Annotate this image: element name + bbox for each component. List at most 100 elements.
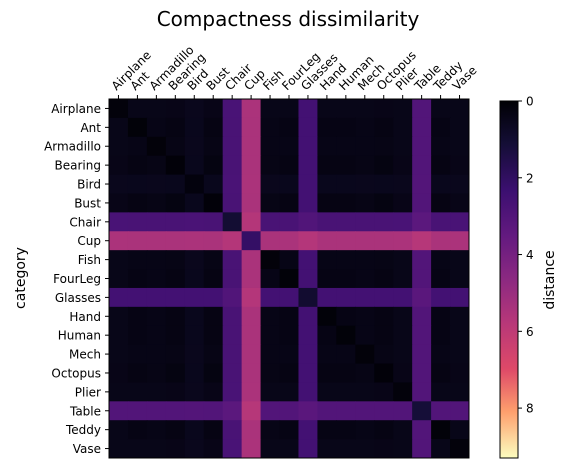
heatmap-cell	[298, 231, 319, 251]
heatmap-cell	[412, 439, 432, 458]
heatmap-cell	[109, 136, 129, 157]
y-tick-label: Chair	[69, 215, 101, 229]
heatmap-cell	[109, 193, 129, 213]
heatmap-cell	[355, 269, 375, 289]
heatmap-cell	[203, 136, 224, 157]
heatmap-cell	[222, 287, 243, 308]
heatmap-cell	[127, 325, 148, 346]
heatmap-cell	[355, 155, 375, 176]
heatmap-cell	[203, 269, 224, 289]
heatmap-cell	[109, 99, 129, 119]
heatmap-cell	[222, 117, 243, 138]
heatmap-cell	[127, 439, 148, 458]
heatmap-cell	[393, 212, 413, 232]
heatmap-cell	[146, 136, 167, 157]
y-tick-label: Table	[69, 404, 101, 418]
heatmap-cell	[184, 382, 205, 402]
heatmap-cell	[146, 325, 167, 346]
heatmap-cell	[412, 212, 432, 232]
heatmap-cell	[279, 325, 300, 346]
heatmap-cell	[393, 287, 413, 308]
heatmap-cell	[279, 99, 300, 119]
heatmap-cell	[298, 344, 319, 365]
heatmap-cell	[412, 363, 432, 384]
heatmap-cell	[393, 174, 413, 195]
heatmap-cell	[241, 306, 262, 327]
heatmap-cell	[298, 401, 319, 421]
heatmap-cell	[260, 193, 281, 213]
heatmap-cell	[203, 99, 224, 119]
heatmap-cell	[450, 231, 469, 251]
heatmap-cell	[431, 99, 451, 119]
heatmap-cell	[393, 117, 413, 138]
heatmap-cell	[127, 193, 148, 213]
heatmap-cell	[146, 231, 167, 251]
heatmap-cell	[317, 117, 337, 138]
heatmap-cell	[317, 382, 337, 402]
heatmap-cell	[184, 439, 205, 458]
heatmap-cell	[450, 269, 469, 289]
heatmap-cell	[184, 155, 205, 176]
heatmap-cell	[355, 99, 375, 119]
y-tick-label: Vase	[73, 442, 101, 456]
heatmap-cell	[146, 363, 167, 384]
heatmap-cell	[222, 250, 243, 270]
y-tick-label: Bird	[77, 178, 101, 192]
heatmap-cell	[165, 287, 186, 308]
heatmap-cell	[203, 420, 224, 440]
heatmap-cell	[241, 117, 262, 138]
heatmap-cell	[412, 117, 432, 138]
chart-title: Compactness dissimilarity	[157, 7, 420, 31]
heatmap-cell	[260, 250, 281, 270]
heatmap-cell	[355, 420, 375, 440]
heatmap-cell	[431, 420, 451, 440]
heatmap-cell	[279, 136, 300, 157]
heatmap-cell	[241, 231, 262, 251]
heatmap-cell	[374, 401, 394, 421]
heatmap-cell	[317, 193, 337, 213]
colorbar	[499, 100, 519, 459]
heatmap-cell	[222, 401, 243, 421]
heatmap-cell	[127, 401, 148, 421]
heatmap-cell	[203, 250, 224, 270]
heatmap-cell	[412, 250, 432, 270]
heatmap-cell	[184, 306, 205, 327]
heatmap-cell	[127, 117, 148, 138]
heatmap-cell	[374, 231, 394, 251]
heatmap-cell	[336, 306, 356, 327]
heatmap-cell	[317, 155, 337, 176]
heatmap-cell	[450, 136, 469, 157]
heatmap-cell	[241, 136, 262, 157]
heatmap-cell	[431, 344, 451, 365]
heatmap-cell	[260, 174, 281, 195]
heatmap-cell	[146, 155, 167, 176]
heatmap-cell	[336, 117, 356, 138]
heatmap-cell	[374, 136, 394, 157]
heatmap-cell	[184, 212, 205, 232]
heatmap-cell	[355, 231, 375, 251]
heatmap-cell	[450, 306, 469, 327]
heatmap-cell	[450, 155, 469, 176]
heatmap-cell	[317, 363, 337, 384]
heatmap-cell	[355, 382, 375, 402]
heatmap-cell	[241, 155, 262, 176]
heatmap-cell	[184, 193, 205, 213]
colorbar-tick-label: 8	[526, 402, 534, 416]
heatmap-cell	[279, 250, 300, 270]
heatmap-cell	[412, 99, 432, 119]
heatmap-cell	[336, 155, 356, 176]
heatmap-cell	[222, 420, 243, 440]
heatmap-cell	[241, 193, 262, 213]
y-tick-label: Bust	[74, 196, 101, 210]
heatmap-cell	[109, 325, 129, 346]
heatmap-cell	[374, 382, 394, 402]
y-tick-label: Glasses	[55, 291, 101, 305]
heatmap-cell	[127, 155, 148, 176]
heatmap-cell	[298, 420, 319, 440]
x-tick-labels: AirplaneAntArmadilloBearingBirdBustChair…	[109, 43, 480, 99]
heatmap-cell	[393, 382, 413, 402]
heatmap-cell	[336, 401, 356, 421]
heatmap-cell	[355, 306, 375, 327]
heatmap-cell	[412, 155, 432, 176]
heatmap-cell	[412, 174, 432, 195]
